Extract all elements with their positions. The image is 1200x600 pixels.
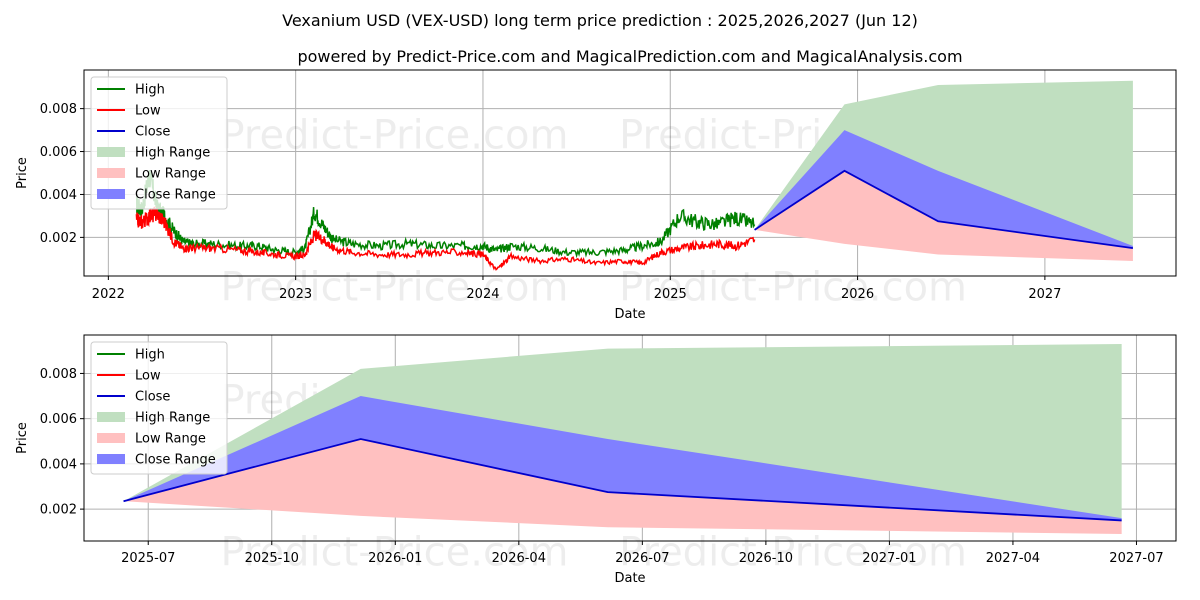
y-tick-label: 0.002 — [40, 231, 77, 246]
y-axis-label: Price — [15, 422, 30, 454]
x-tick-label: 2023 — [279, 287, 312, 302]
x-tick-label: 2026-07 — [615, 551, 669, 566]
x-tick-label: 2025-07 — [121, 551, 175, 566]
watermark-text: Predict-Price.com — [619, 265, 967, 311]
x-tick-label: 2026-10 — [739, 551, 793, 566]
watermark-text: Predict-Price.com — [619, 530, 967, 576]
legend-label: Low Range — [135, 432, 206, 447]
plot-area — [135, 80, 1134, 271]
high-range-area — [123, 344, 1122, 521]
close-series-line — [754, 169, 1134, 249]
legend-label: Close — [135, 125, 170, 140]
x-tick-label: 2025 — [654, 287, 687, 302]
low-range-area — [123, 439, 1122, 534]
x-tick-label: 2026 — [841, 287, 874, 302]
x-axis-label: Date — [614, 307, 645, 322]
close-series-line — [123, 438, 1122, 522]
legend-label: Close Range — [135, 453, 216, 468]
axes-frame — [83, 69, 1177, 277]
y-tick-label: 0.004 — [40, 188, 77, 203]
legend-swatch-high-range — [97, 147, 125, 157]
low-series-line — [135, 206, 756, 271]
watermark-text: Predict-Price.com — [221, 530, 569, 576]
chart-subtitle: powered by Predict-Price.com and Magical… — [297, 47, 962, 66]
legend-label: Close — [135, 390, 170, 405]
close-range-area — [754, 130, 1133, 249]
chart-title: Vexanium USD (VEX-USD) long term price p… — [282, 11, 918, 30]
y-tick-label: 0.008 — [40, 367, 77, 382]
legend: High Low Close High Range Low Range Close Ran… — [90, 76, 228, 210]
y-tick-label: 0.004 — [40, 457, 77, 472]
y-tick-label: 0.006 — [40, 145, 77, 160]
legend-swatch-low-range — [97, 168, 125, 178]
watermark-text: Predict-Price.com — [221, 112, 569, 158]
x-tick-label: 2024 — [466, 287, 499, 302]
legend-label: Low — [135, 104, 161, 119]
legend-label: Close Range — [135, 188, 216, 203]
close-range-area — [123, 396, 1122, 521]
x-tick-label: 2026-04 — [492, 551, 546, 566]
x-tick-label: 2027-01 — [862, 551, 916, 566]
bottom-panel: Predict-Price.comPredict-Price.comPredic… — [15, 334, 1177, 586]
y-tick-label: 0.008 — [40, 102, 77, 117]
y-tick-label: 0.002 — [40, 503, 77, 518]
legend-label: High — [135, 83, 165, 98]
x-tick-label: 2027 — [1028, 287, 1061, 302]
x-axis-label: Date — [614, 571, 645, 586]
legend-label: High Range — [135, 146, 210, 161]
y-tick-label: 0.006 — [40, 412, 77, 427]
legend-label: Low Range — [135, 167, 206, 182]
legend-swatch-close-range — [97, 454, 125, 464]
high-series-line — [135, 170, 756, 259]
x-tick-label: 2027-07 — [1109, 551, 1163, 566]
top-panel: Predict-Price.com Predict-Price.com Predic… — [15, 69, 1177, 322]
y-axis-label: Price — [15, 157, 30, 189]
legend-swatch-close-range — [97, 189, 125, 199]
high-range-area — [754, 80, 1133, 249]
plot-area — [123, 344, 1122, 534]
x-tick-label: 2026-01 — [368, 551, 422, 566]
watermark-text: Predict-Price.com — [221, 265, 569, 311]
x-tick-label: 2022 — [92, 287, 125, 302]
low-range-area — [754, 170, 1133, 261]
legend-label: High Range — [135, 411, 210, 426]
legend-label: Low — [135, 369, 161, 384]
legend: High Low Close High Range Low Range Close Ran… — [90, 341, 228, 475]
legend-swatch-low-range — [97, 433, 125, 443]
x-tick-label: 2025-10 — [245, 551, 299, 566]
legend-swatch-high-range — [97, 412, 125, 422]
legend-label: High — [135, 348, 165, 363]
x-tick-label: 2027-04 — [986, 551, 1040, 566]
axes-frame — [83, 334, 1177, 542]
